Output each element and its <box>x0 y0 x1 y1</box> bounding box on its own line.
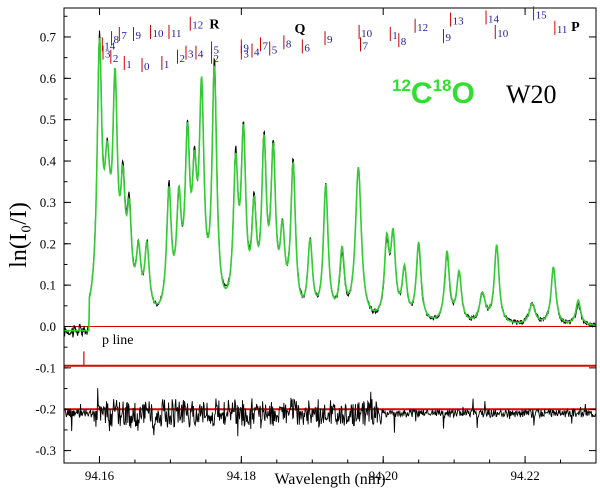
y-tick-label: -0.3 <box>35 443 56 458</box>
y-tick-label: 0.4 <box>40 154 57 169</box>
j-label-P: 10 <box>497 28 509 40</box>
j-label-P: 8 <box>401 36 407 48</box>
j-label-R: 1 <box>126 59 132 71</box>
j-label-R: 1 <box>164 59 170 71</box>
y-tick-label: -0.2 <box>35 402 56 417</box>
j-label-R: 14 <box>104 40 116 52</box>
x-tick-label: 94.16 <box>85 468 115 483</box>
series-group <box>63 30 597 437</box>
x-tick-label: 94.20 <box>369 468 398 483</box>
x-tick-label: 94.22 <box>510 468 539 483</box>
j-label-Q: 7 <box>262 40 268 52</box>
j-label-R: 9 <box>136 30 142 42</box>
j-label-R: 10 <box>153 28 165 40</box>
branch-label-P: P <box>571 20 580 35</box>
j-label-P: 14 <box>488 13 500 25</box>
j-label-P: 1 <box>392 30 398 42</box>
branch-label-Q: Q <box>295 22 306 37</box>
x-axis-title: Wavelength (nm) <box>274 471 385 488</box>
x-tick-label: 94.18 <box>227 468 256 483</box>
j-label-R: 2 <box>179 53 185 65</box>
j-label-R: 3 <box>105 49 111 61</box>
j-label-R: 8 <box>114 34 120 46</box>
j-label-R: 2 <box>214 53 220 65</box>
j-label-P: 11 <box>557 24 568 36</box>
j-label-R: 5 <box>214 45 220 57</box>
y-tick-label: 0.2 <box>40 236 56 251</box>
p-line-label: p line <box>102 333 134 348</box>
band-label: W20 <box>506 80 557 109</box>
axis-ticks: 94.16 94.18 94.20 94.22 -0.3 -0.2 -0.1 0.0 0.1 0.… <box>35 8 597 483</box>
j-label-Q: 9 <box>243 42 249 54</box>
j-label-Q: 8 <box>286 38 292 50</box>
y-tick-label: 0.5 <box>40 112 56 127</box>
y-tick-label: 0.6 <box>40 71 57 86</box>
j-label-Q: 5 <box>272 45 278 57</box>
j-label-R: 0 <box>144 61 150 73</box>
j-label-R: 3 <box>188 49 194 61</box>
j-label-P: 9 <box>445 32 451 44</box>
y-tick-label: 0.7 <box>40 29 57 44</box>
j-label-R: 12 <box>192 20 203 32</box>
species-isotope-1: 12 <box>392 76 411 95</box>
j-label-P: 12 <box>417 22 428 34</box>
series-residual <box>63 388 597 437</box>
j-label-Q: 3 <box>243 49 249 61</box>
series-fit <box>64 37 597 332</box>
j-label-Q: 10 <box>361 28 373 40</box>
y-tick-label: -0.1 <box>35 360 56 375</box>
species-element-2: O <box>452 77 475 110</box>
y-tick-label: 0.1 <box>40 278 56 293</box>
species-label: 12C18O <box>392 76 475 110</box>
j-label-P: 15 <box>536 9 548 21</box>
y-tick-label: 0.0 <box>40 319 56 334</box>
j-label-Q: 4 <box>254 47 260 59</box>
j-label-R: 11 <box>171 28 182 40</box>
j-label-Q: 7 <box>363 40 369 52</box>
species-isotope-2: 18 <box>433 76 452 95</box>
y-axis-title: ln(I₀/I) <box>6 202 32 268</box>
j-label-Q: 6 <box>304 42 310 54</box>
j-label-R: 4 <box>198 49 204 61</box>
y-tick-label: 0.3 <box>40 195 56 210</box>
j-label-Q: 9 <box>327 34 333 46</box>
j-label-R: 7 <box>121 30 127 42</box>
plot-frame <box>63 7 597 464</box>
species-element-1: C <box>411 77 433 110</box>
j-label-P: 13 <box>453 16 465 28</box>
branch-label-R: R <box>209 18 220 33</box>
j-label-R: 2 <box>113 53 119 65</box>
